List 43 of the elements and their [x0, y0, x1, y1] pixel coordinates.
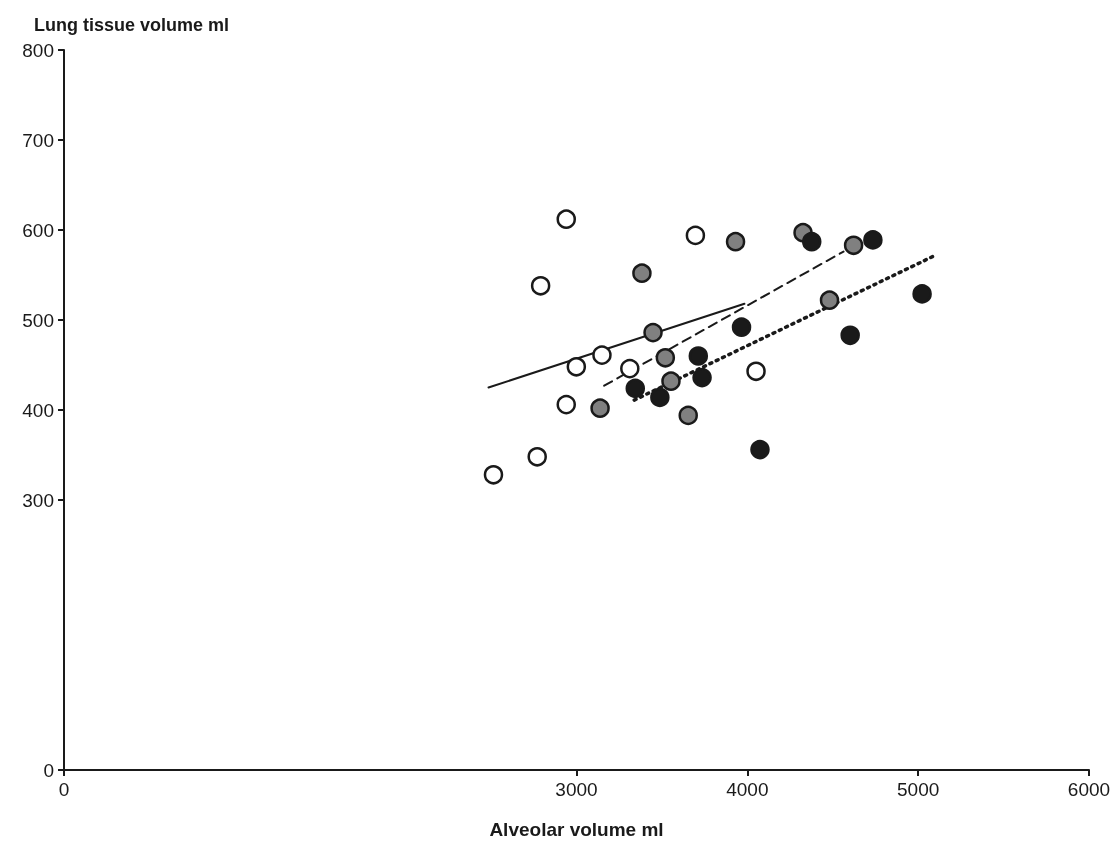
point: [655, 348, 676, 368]
point: [692, 367, 712, 388]
y-tick-label: 400: [22, 399, 54, 421]
point: [620, 358, 640, 379]
point: [556, 209, 576, 229]
x-tick-label: 3000: [555, 779, 598, 800]
point: [750, 439, 770, 460]
point: [746, 361, 766, 382]
y-axis-title: Lung tissue volume ml: [34, 15, 230, 35]
point: [678, 405, 698, 426]
x-tick-label: 5000: [897, 779, 940, 800]
y-tick-label: 800: [22, 39, 54, 61]
point: [650, 387, 670, 408]
y-tick-label: 300: [22, 489, 54, 511]
point: [912, 284, 932, 304]
x-tick-label: 6000: [1067, 779, 1111, 800]
point: [566, 357, 587, 377]
x-tick-label: 0: [58, 779, 70, 800]
point: [661, 371, 681, 391]
point: [843, 235, 864, 256]
x-tick-label: 4000: [726, 779, 769, 800]
point: [685, 225, 706, 246]
point: [483, 465, 504, 485]
point: [725, 231, 746, 252]
point: [556, 394, 576, 415]
y-tick-label: 500: [22, 309, 54, 331]
point: [840, 325, 860, 346]
y-tick-label: 0: [43, 759, 54, 781]
point: [688, 346, 709, 366]
y-tick-label: 700: [22, 129, 54, 151]
x-axis-title: Alveolar volume ml: [489, 819, 664, 840]
y-tick-label: 600: [22, 219, 54, 241]
point: [625, 378, 646, 399]
point: [863, 230, 883, 250]
point: [530, 276, 551, 296]
point: [527, 447, 547, 467]
point: [590, 398, 610, 418]
point: [632, 263, 652, 283]
point: [819, 290, 840, 310]
point: [731, 317, 752, 337]
point: [802, 231, 822, 252]
point: [592, 345, 612, 365]
point: [643, 322, 663, 343]
